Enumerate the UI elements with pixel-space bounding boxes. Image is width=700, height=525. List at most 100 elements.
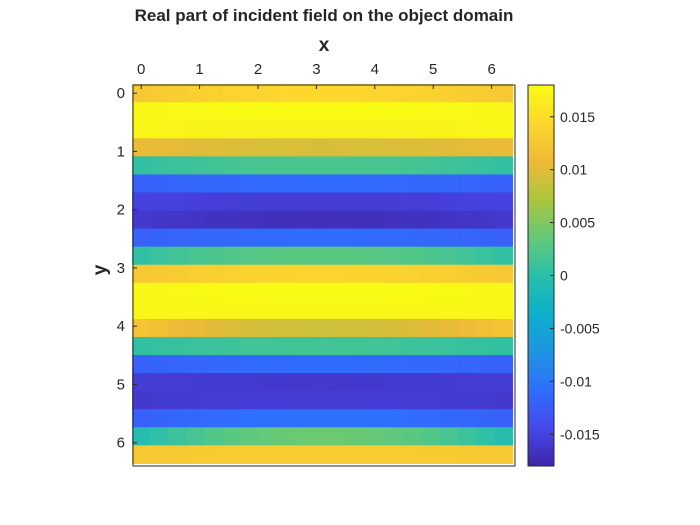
heatmap-cell — [258, 174, 278, 194]
heatmap-cell — [222, 427, 242, 446]
heatmap-cell — [331, 445, 351, 464]
heatmap-cell — [403, 246, 423, 266]
heatmap-cell — [367, 156, 387, 176]
heatmap-cell — [258, 445, 278, 464]
heatmap-cell — [168, 174, 188, 194]
heatmap-cell — [258, 138, 278, 157]
heatmap-cell — [276, 102, 296, 121]
heatmap-cells — [132, 84, 513, 464]
heatmap-cell — [240, 409, 260, 428]
heatmap-cell — [186, 246, 206, 266]
heatmap-cell — [276, 246, 296, 266]
colorbar-tick-label: -0.01 — [560, 373, 592, 389]
heatmap-cell — [132, 355, 151, 374]
x-tick-label: 4 — [371, 61, 379, 78]
heatmap-cell — [168, 246, 188, 266]
heatmap-cell — [258, 391, 278, 410]
heatmap-cell — [403, 228, 423, 248]
heatmap-cell — [132, 174, 151, 194]
heatmap-cell — [240, 355, 260, 374]
heatmap-cell — [313, 300, 332, 320]
heatmap-cell — [476, 210, 495, 230]
x-tick-label: 2 — [254, 61, 262, 78]
heatmap-cell — [258, 427, 278, 446]
heatmap-cell — [222, 391, 242, 410]
heatmap-cell — [222, 264, 242, 284]
heatmap-cell — [313, 228, 332, 248]
heatmap-cell — [258, 300, 278, 320]
heatmap-cell — [458, 84, 477, 103]
x-tick-label: 3 — [312, 61, 320, 78]
heatmap-cell — [439, 138, 459, 157]
heatmap-cell — [258, 102, 278, 121]
heatmap-cell — [276, 409, 296, 428]
heatmap-cell — [476, 264, 495, 284]
heatmap-cell — [439, 84, 459, 103]
heatmap-cell — [458, 174, 477, 194]
heatmap-cell — [186, 355, 206, 374]
heatmap-cell — [186, 373, 206, 392]
heatmap-cell — [439, 409, 459, 428]
colorbar-tick-label: 0 — [560, 268, 568, 284]
heatmap-cell — [367, 102, 387, 121]
heatmap-cell — [168, 318, 188, 338]
chart-title: Real part of incident field on the objec… — [135, 6, 514, 25]
heatmap-cell — [295, 138, 314, 157]
heatmap-cell — [313, 102, 332, 121]
heatmap-cell — [150, 192, 169, 212]
heatmap-cell — [168, 156, 188, 176]
heatmap-cell — [494, 427, 513, 446]
heatmap-cell — [240, 282, 260, 302]
heatmap-cell — [186, 336, 206, 356]
heatmap-cell — [222, 355, 242, 374]
heatmap-cell — [295, 282, 314, 302]
heatmap-cell — [276, 336, 296, 356]
heatmap-cell — [276, 318, 296, 338]
heatmap-cell — [385, 174, 405, 194]
heatmap-cell — [313, 445, 332, 464]
y-tick-label: 2 — [117, 202, 125, 219]
heatmap-cell — [313, 282, 332, 302]
heatmap-cell — [150, 391, 169, 410]
heatmap-cell — [313, 210, 332, 230]
heatmap-cell — [222, 174, 242, 194]
heatmap-cell — [349, 138, 369, 157]
heatmap-cell — [132, 445, 151, 464]
heatmap-cell — [295, 300, 314, 320]
heatmap-cell — [385, 102, 405, 121]
heatmap-cell — [168, 210, 188, 230]
heatmap-cell — [476, 246, 495, 266]
heatmap-cell — [276, 355, 296, 374]
heatmap-cell — [150, 84, 169, 103]
heatmap-cell — [276, 192, 296, 212]
heatmap-cell — [276, 228, 296, 248]
heatmap-cell — [240, 210, 260, 230]
heatmap-cell — [240, 192, 260, 212]
heatmap-cell — [458, 355, 477, 374]
heatmap-cell — [132, 192, 151, 212]
heatmap-cell — [494, 391, 513, 410]
x-tick-label: 5 — [429, 61, 437, 78]
heatmap-cell — [150, 210, 169, 230]
heatmap-cell — [222, 228, 242, 248]
heatmap-cell — [204, 156, 224, 176]
heatmap-cell — [204, 282, 224, 302]
heatmap-cell — [132, 156, 151, 176]
heatmap-cell — [222, 84, 242, 103]
heatmap-cell — [168, 264, 188, 284]
heatmap-cell — [476, 409, 495, 428]
y-axis-label: y — [90, 264, 111, 275]
heatmap-cell — [494, 409, 513, 428]
heatmap-cell — [313, 409, 332, 428]
heatmap-cell — [132, 102, 151, 121]
heatmap-cell — [385, 156, 405, 176]
heatmap-cell — [494, 120, 513, 139]
heatmap-cell — [168, 373, 188, 392]
heatmap-cell — [439, 102, 459, 121]
heatmap-cell — [439, 318, 459, 338]
heatmap-cell — [439, 391, 459, 410]
heatmap-cell — [204, 318, 224, 338]
heatmap-cell — [186, 156, 206, 176]
heatmap-cell — [313, 391, 332, 410]
heatmap-cell — [186, 427, 206, 446]
